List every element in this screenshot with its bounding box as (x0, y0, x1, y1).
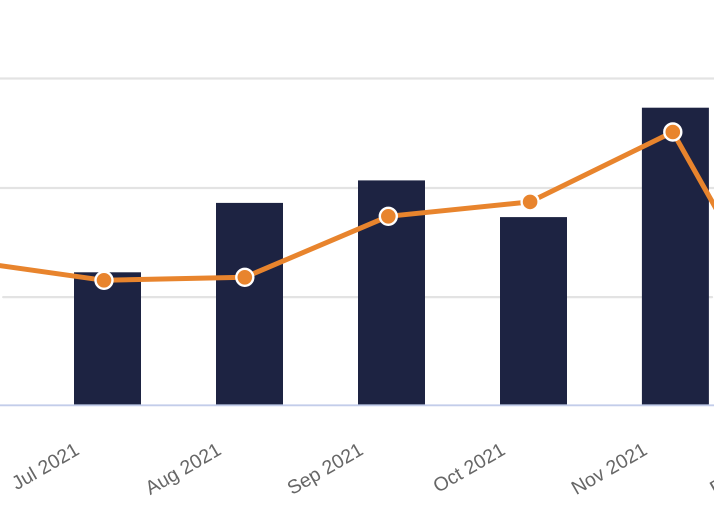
svg-text:Nov 2021: Nov 2021 (568, 439, 651, 500)
svg-text:Dec 2021: Dec 2021 (706, 439, 714, 500)
svg-text:Aug 2021: Aug 2021 (142, 439, 225, 500)
svg-text:Jul 2021: Jul 2021 (8, 439, 83, 495)
svg-text:Oct 2021: Oct 2021 (429, 439, 509, 498)
svg-text:Sep 2021: Sep 2021 (284, 439, 367, 500)
